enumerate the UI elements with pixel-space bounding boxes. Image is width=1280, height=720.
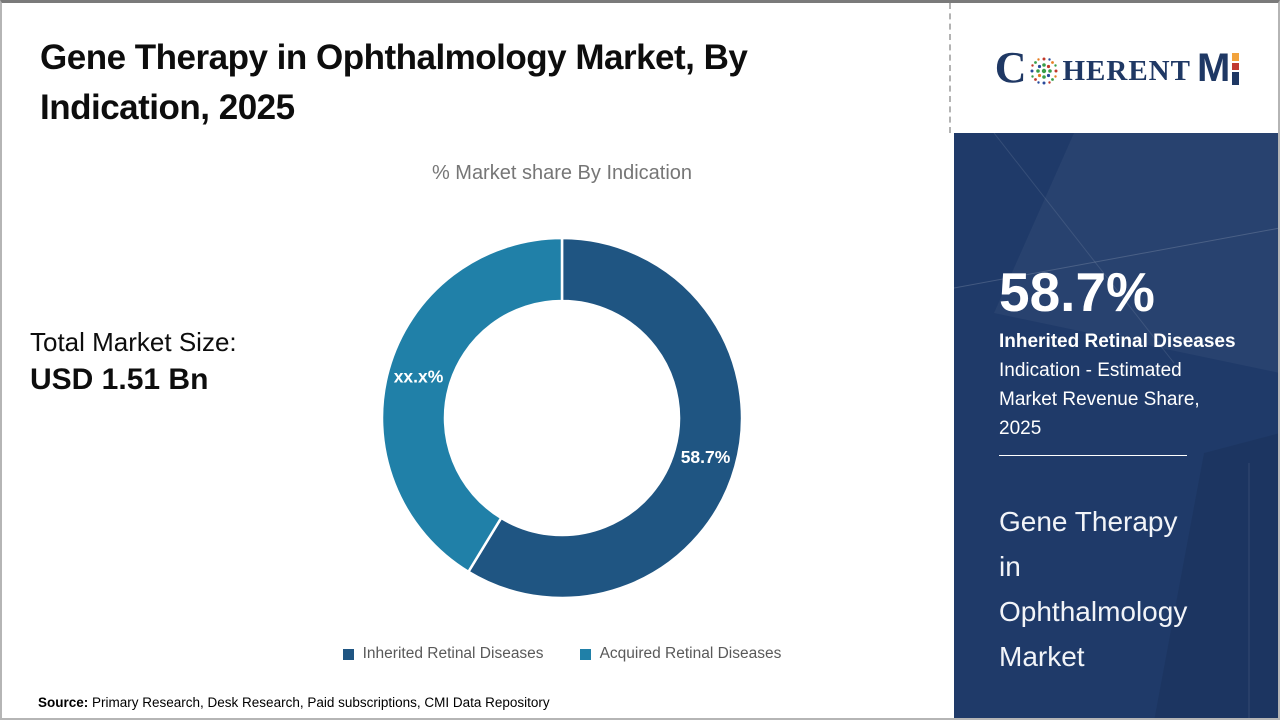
stat-description-rest: Indication - Estimated Market Revenue Sh…	[999, 360, 1200, 439]
legend-label-1: Inherited Retinal Diseases	[362, 645, 544, 662]
slice-label-2: xx.x%	[394, 366, 444, 386]
stat-description-bold: Inherited Retinal Diseases	[999, 331, 1236, 352]
stat-value: 58.7%	[999, 261, 1155, 323]
chart-legend: Inherited Retinal Diseases Acquired Retin…	[172, 645, 952, 663]
legend-item-2: Acquired Retinal Diseases	[579, 645, 782, 663]
logo-letter-m: M	[1196, 46, 1230, 90]
total-market-size-label: Total Market Size:	[30, 327, 237, 357]
logo-letter-i	[1232, 53, 1240, 85]
sidebar-background-texture	[954, 133, 1278, 718]
legend-item-1: Inherited Retinal Diseases	[342, 645, 544, 663]
logo-box: C HERENT M	[954, 3, 1278, 133]
dashed-separator	[949, 3, 951, 133]
coherentmi-logo: C HERENT M	[995, 46, 1240, 90]
chart-subtitle: % Market share By Indication	[431, 162, 693, 184]
source-text: Primary Research, Desk Research, Paid su…	[88, 695, 550, 710]
legend-swatch-1	[342, 648, 354, 660]
sidebar-panel: 58.7% Inherited Retinal Diseases Indicat…	[954, 133, 1278, 718]
stat-divider-line	[999, 455, 1187, 456]
source-line: Source: Primary Research, Desk Research,…	[38, 695, 550, 710]
slice-label-1: 58.7%	[681, 447, 731, 467]
logo-letter-c: C	[994, 43, 1027, 92]
source-label: Source:	[38, 695, 89, 710]
legend-swatch-2	[579, 648, 591, 660]
page-title: Gene Therapy in Ophthalmology Market, By…	[40, 38, 748, 127]
donut-slice-2	[380, 236, 564, 574]
total-market-size-value: USD 1.51 Bn	[30, 363, 209, 396]
donut-slice-1	[467, 236, 744, 600]
legend-label-2: Acquired Retinal Diseases	[599, 645, 782, 662]
logo-text-herent: HERENT	[1062, 54, 1191, 87]
donut-chart: 58.7% xx.x%	[380, 236, 744, 600]
coherentmi-globe-icon	[1030, 57, 1058, 85]
sidebar-market-name: Gene Therapy in Ophthalmology Market	[999, 506, 1188, 672]
stat-description: Inherited Retinal Diseases Indication - …	[999, 327, 1249, 443]
